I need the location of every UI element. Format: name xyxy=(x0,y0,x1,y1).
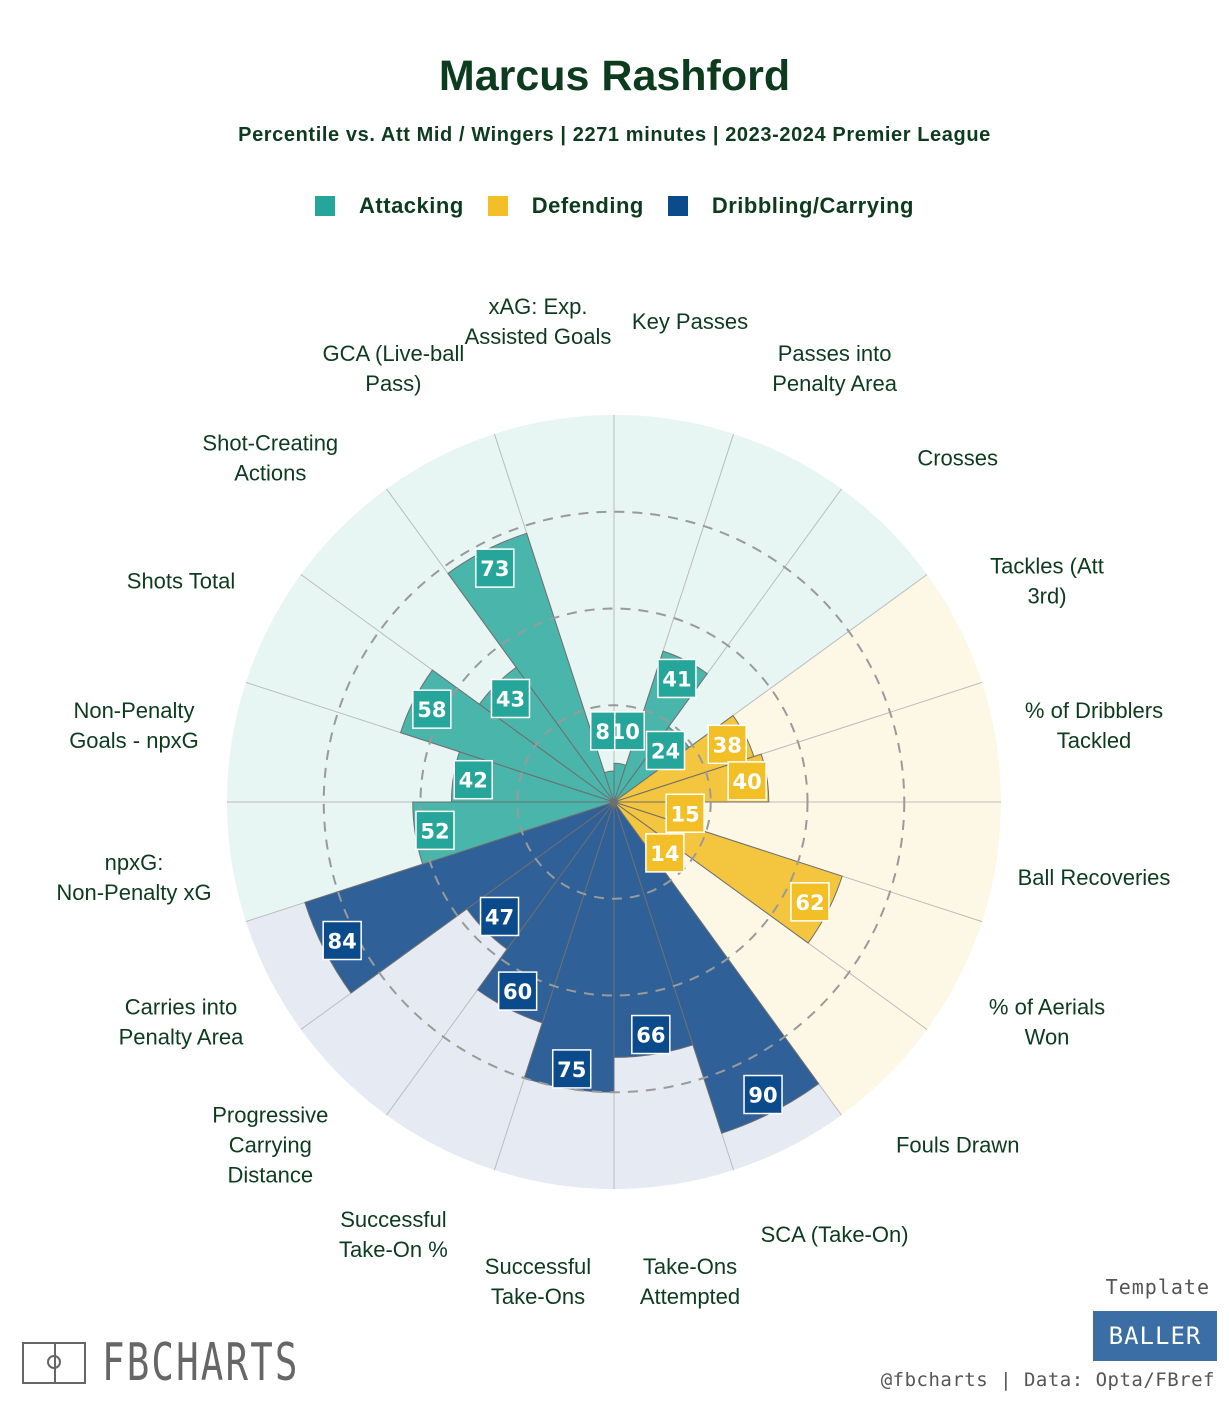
bar-xag-exp-assisted-goals xyxy=(603,770,615,803)
axis-label-crosses: Crosses xyxy=(917,445,998,470)
data-label-ball-recoveries: 15 xyxy=(670,802,699,826)
axis-label-npxg-non-penalty-xg: npxG: Non-Penalty xG xyxy=(56,850,211,905)
fbcharts-logo: FBCHARTS xyxy=(22,1333,376,1393)
axis-label-shot-creating-actions: Shot-Creating Actions xyxy=(202,430,338,485)
axis-label-passes-into-penalty-area: Passes into Penalty Area xyxy=(772,341,898,396)
gridline-25 xyxy=(516,704,712,900)
axis-label-tackles-att-3rd: Tackles (Att 3rd) xyxy=(990,553,1104,608)
data-label-successful-take-ons: 75 xyxy=(557,1058,586,1082)
axis-label-of-dribblers-tackled: % of Dribblers Tackled xyxy=(1025,698,1163,753)
axis-label-take-ons-attempted: Take-Ons Attempted xyxy=(640,1254,740,1309)
value-badge-successful-take-ons xyxy=(551,1049,592,1089)
data-label-tackles-att-3rd: 38 xyxy=(713,733,742,757)
value-badge-non-penalty-goals-npxg xyxy=(453,759,493,800)
legend-item-defending: Defending xyxy=(487,193,644,219)
data-label-passes-into-penalty-area: 41 xyxy=(662,667,691,691)
template-badge: BALLER xyxy=(1093,1311,1217,1361)
data-label-fouls-drawn: 14 xyxy=(650,842,679,866)
sector-bg-key-passes xyxy=(614,415,734,802)
data-label-take-ons-attempted: 66 xyxy=(636,1024,665,1048)
chart-title: Marcus Rashford xyxy=(438,52,791,100)
value-badge-fouls-drawn xyxy=(645,833,685,873)
value-badge-of-dribblers-tackled xyxy=(727,761,767,801)
value-badge-tackles-att-3rd xyxy=(707,724,747,765)
brand-text: FBCHARTS xyxy=(102,1333,300,1393)
data-label-non-penalty-goals-npxg: 42 xyxy=(459,769,488,793)
data-label-of-aerials-won: 62 xyxy=(795,891,824,915)
data-label-progressive-carrying-distance: 47 xyxy=(485,905,514,929)
axis-label-shots-total: Shots Total xyxy=(127,568,235,593)
legend-label-dribbling: Dribbling/Carrying xyxy=(711,193,914,218)
value-badge-npxg-non-penalty-xg xyxy=(415,810,455,851)
value-badge-shot-creating-actions xyxy=(490,678,531,719)
data-label-xag-exp-assisted-goals: 8 xyxy=(595,720,610,744)
value-badge-shots-total xyxy=(412,689,452,729)
value-badge-ball-recoveries xyxy=(665,793,705,834)
data-label-shot-creating-actions: 43 xyxy=(496,687,525,711)
data-label-carries-into-penalty-area: 84 xyxy=(328,930,357,954)
legend-label-attacking: Attacking xyxy=(359,193,464,218)
legend-swatch-dribbling xyxy=(667,196,688,216)
legend-item-dribbling: Dribbling/Carrying xyxy=(667,193,914,219)
value-badge-progressive-carrying-distance xyxy=(479,896,520,937)
legend-label-defending: Defending xyxy=(531,193,644,218)
value-badge-xag-exp-assisted-goals xyxy=(589,711,616,751)
data-label-of-dribblers-tackled: 40 xyxy=(733,770,762,794)
template-label: Template xyxy=(1105,1275,1210,1299)
sector-bg-crosses xyxy=(614,488,928,802)
axis-label-xag-exp-assisted-goals: xAG: Exp. Assisted Goals xyxy=(465,294,612,349)
axis-label-successful-take-on: Successful Take-On % xyxy=(339,1207,448,1262)
legend-swatch-defending xyxy=(487,196,508,216)
bar-npxg-non-penalty-xg xyxy=(412,801,615,865)
data-label-gca-live-ball-pass: 73 xyxy=(480,557,509,581)
value-badge-carries-into-penalty-area xyxy=(322,920,362,961)
value-badge-passes-into-penalty-area xyxy=(657,658,697,699)
axis-label-sca-take-on: SCA (Take-On) xyxy=(761,1222,909,1247)
data-label-crosses: 24 xyxy=(651,739,680,763)
axis-label-ball-recoveries: Ball Recoveries xyxy=(1018,865,1171,890)
value-badge-gca-live-ball-pass xyxy=(475,548,515,588)
value-badge-successful-take-on xyxy=(497,971,538,1011)
axis-label-gca-live-ball-pass: GCA (Live-ball Pass) xyxy=(322,341,464,396)
axis-label-carries-into-penalty-area: Carries into Penalty Area xyxy=(119,995,245,1050)
axis-label-of-aerials-won: % of Aerials Won xyxy=(989,995,1105,1050)
value-badge-sca-take-on xyxy=(743,1074,783,1115)
pitch-icon xyxy=(22,1342,86,1384)
axis-label-key-passes: Key Passes xyxy=(632,309,748,334)
data-label-sca-take-on: 90 xyxy=(748,1084,777,1108)
sector-bg-fouls-drawn xyxy=(614,802,928,1116)
legend-swatch-attacking xyxy=(315,196,336,216)
sector-bg-xag-exp-assisted-goals xyxy=(494,415,614,802)
gridline-75 xyxy=(322,510,906,1094)
sector-bg-ball-recoveries xyxy=(614,802,1001,922)
value-badge-crosses xyxy=(645,730,686,771)
data-label-shots-total: 58 xyxy=(417,698,446,722)
data-label-npxg-non-penalty-xg: 52 xyxy=(420,819,449,843)
axis-label-non-penalty-goals-npxg: Non-Penalty Goals - npxG xyxy=(69,698,199,753)
data-credit: @fbcharts | Data: Opta/FBref xyxy=(880,1369,1215,1391)
value-badge-take-ons-attempted xyxy=(631,1014,671,1055)
gridline-50 xyxy=(419,607,809,997)
legend: Attacking Defending Dribbling/Carrying xyxy=(0,193,1229,219)
data-label-key-passes: 10 xyxy=(611,720,640,744)
value-badge-of-aerials-won xyxy=(790,882,830,922)
axis-label-fouls-drawn: Fouls Drawn xyxy=(896,1133,1019,1158)
axis-label-successful-take-ons: Successful Take-Ons xyxy=(485,1254,591,1309)
axis-label-progressive-carrying-distance: Progressive Carrying Distance xyxy=(212,1103,328,1188)
legend-item-attacking: Attacking xyxy=(315,193,464,219)
chart-subtitle: Percentile vs. Att Mid / Wingers | 2271 … xyxy=(238,124,991,146)
data-label-successful-take-on: 60 xyxy=(503,980,532,1004)
